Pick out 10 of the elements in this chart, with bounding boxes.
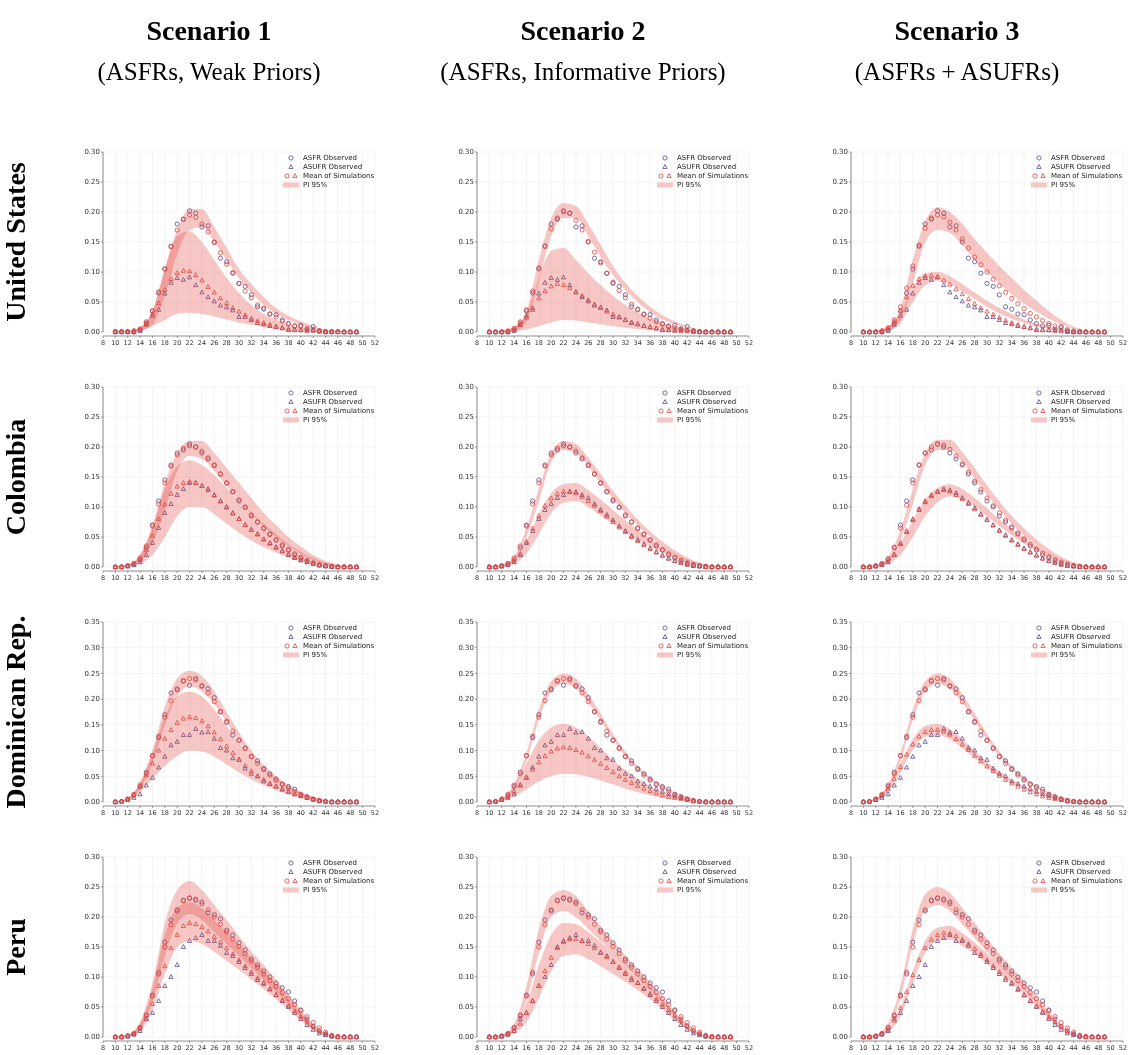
chart-subtitle: (ASFRs, Informative Priors) [440, 58, 726, 86]
chart-title: Scenario 1 [146, 15, 272, 46]
chart-title: Scenario 2 [520, 15, 646, 46]
chart-subtitle: (ASFRs, Weak Priors) [97, 58, 321, 86]
y-axis-title: Dominican Rep. [0, 615, 31, 809]
y-axis-title: Colombia [0, 418, 31, 536]
chart-title: Scenario 3 [894, 15, 1020, 46]
y-axis-title: United States [0, 162, 31, 322]
y-axis-title: Peru [0, 918, 31, 976]
chart-subtitle: (ASFRs + ASUFRs) [854, 58, 1060, 86]
